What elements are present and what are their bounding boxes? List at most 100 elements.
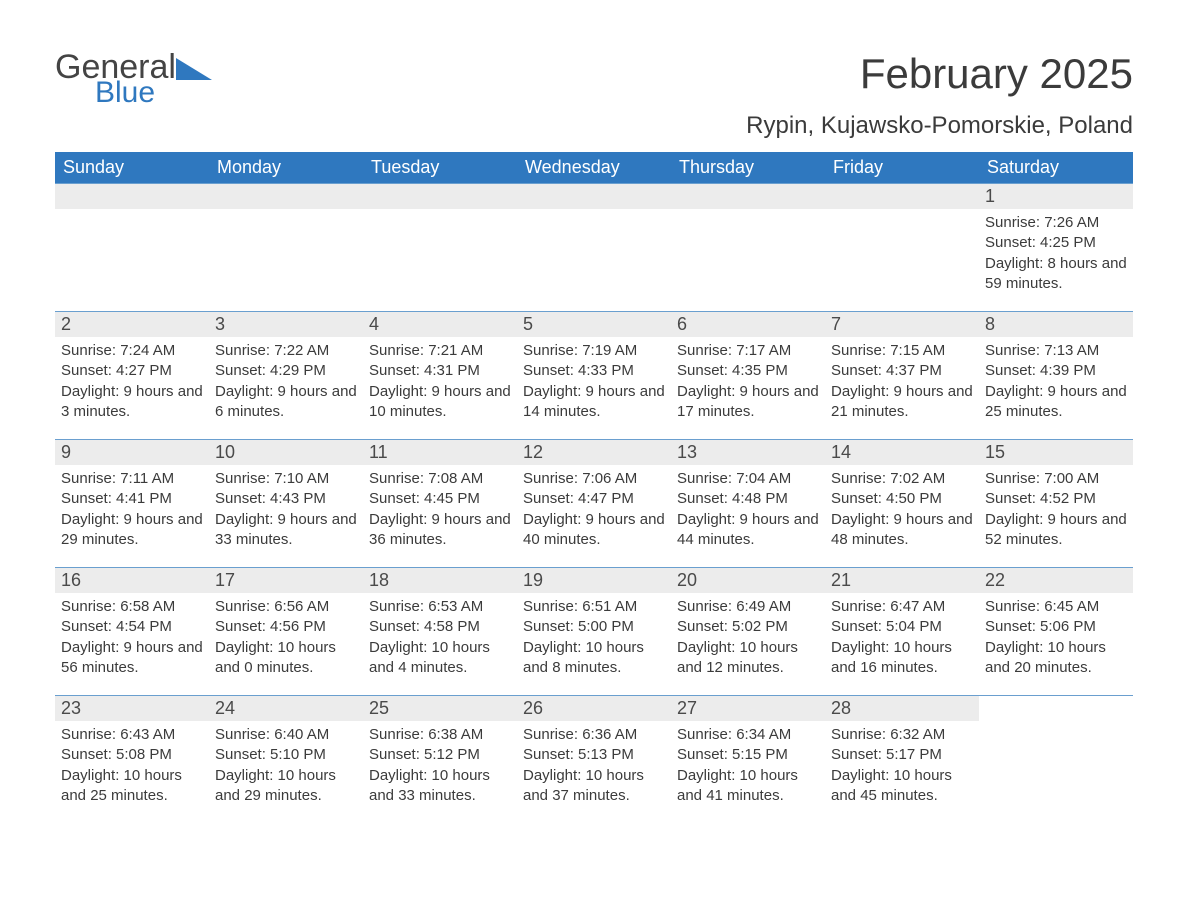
calendar-cell: 12Sunrise: 7:06 AMSunset: 4:47 PMDayligh… xyxy=(517,440,671,568)
calendar-cell: 23Sunrise: 6:43 AMSunset: 5:08 PMDayligh… xyxy=(55,696,209,824)
sunrise-text: Sunrise: 7:26 AM xyxy=(985,213,1127,233)
dayname-header: Tuesday xyxy=(363,152,517,184)
sunrise-text: Sunrise: 6:32 AM xyxy=(831,725,973,745)
sunrise-text: Sunrise: 6:43 AM xyxy=(61,725,203,745)
daylight-text: Daylight: 9 hours and 33 minutes. xyxy=(215,510,357,551)
calendar-week: 16Sunrise: 6:58 AMSunset: 4:54 PMDayligh… xyxy=(55,568,1133,696)
calendar-cell: 20Sunrise: 6:49 AMSunset: 5:02 PMDayligh… xyxy=(671,568,825,696)
day-number: 2 xyxy=(55,312,209,337)
calendar-cell: 15Sunrise: 7:00 AMSunset: 4:52 PMDayligh… xyxy=(979,440,1133,568)
daylight-text: Daylight: 9 hours and 52 minutes. xyxy=(985,510,1127,551)
daylight-text: Daylight: 9 hours and 48 minutes. xyxy=(831,510,973,551)
logo-flag-icon xyxy=(176,56,212,80)
calendar-cell xyxy=(825,184,979,312)
sunset-text: Sunset: 5:15 PM xyxy=(677,745,819,765)
daylight-text: Daylight: 9 hours and 3 minutes. xyxy=(61,382,203,423)
calendar-cell: 27Sunrise: 6:34 AMSunset: 5:15 PMDayligh… xyxy=(671,696,825,824)
day-number: 27 xyxy=(671,696,825,721)
day-details: Sunrise: 6:34 AMSunset: 5:15 PMDaylight:… xyxy=(671,721,825,812)
dayname-row: SundayMondayTuesdayWednesdayThursdayFrid… xyxy=(55,152,1133,184)
sunrise-text: Sunrise: 6:51 AM xyxy=(523,597,665,617)
sunset-text: Sunset: 4:33 PM xyxy=(523,361,665,381)
day-number: 28 xyxy=(825,696,979,721)
day-number: 14 xyxy=(825,440,979,465)
calendar-week: 9Sunrise: 7:11 AMSunset: 4:41 PMDaylight… xyxy=(55,440,1133,568)
sunrise-text: Sunrise: 7:24 AM xyxy=(61,341,203,361)
daylight-text: Daylight: 9 hours and 25 minutes. xyxy=(985,382,1127,423)
daylight-text: Daylight: 10 hours and 29 minutes. xyxy=(215,766,357,807)
day-number: 5 xyxy=(517,312,671,337)
sunrise-text: Sunrise: 7:17 AM xyxy=(677,341,819,361)
calendar-cell: 4Sunrise: 7:21 AMSunset: 4:31 PMDaylight… xyxy=(363,312,517,440)
sunset-text: Sunset: 4:35 PM xyxy=(677,361,819,381)
sunrise-text: Sunrise: 6:34 AM xyxy=(677,725,819,745)
day-number: 19 xyxy=(517,568,671,593)
day-details: Sunrise: 6:56 AMSunset: 4:56 PMDaylight:… xyxy=(209,593,363,684)
sunrise-text: Sunrise: 6:58 AM xyxy=(61,597,203,617)
daylight-text: Daylight: 9 hours and 21 minutes. xyxy=(831,382,973,423)
day-details: Sunrise: 6:40 AMSunset: 5:10 PMDaylight:… xyxy=(209,721,363,812)
day-number: 20 xyxy=(671,568,825,593)
sunrise-text: Sunrise: 7:19 AM xyxy=(523,341,665,361)
sunset-text: Sunset: 4:56 PM xyxy=(215,617,357,637)
calendar-cell: 22Sunrise: 6:45 AMSunset: 5:06 PMDayligh… xyxy=(979,568,1133,696)
calendar-cell: 26Sunrise: 6:36 AMSunset: 5:13 PMDayligh… xyxy=(517,696,671,824)
day-details: Sunrise: 7:26 AMSunset: 4:25 PMDaylight:… xyxy=(979,209,1133,300)
day-number: 16 xyxy=(55,568,209,593)
daylight-text: Daylight: 9 hours and 44 minutes. xyxy=(677,510,819,551)
sunset-text: Sunset: 5:04 PM xyxy=(831,617,973,637)
daylight-text: Daylight: 10 hours and 12 minutes. xyxy=(677,638,819,679)
day-number: 11 xyxy=(363,440,517,465)
day-number xyxy=(825,184,979,209)
sunrise-text: Sunrise: 7:13 AM xyxy=(985,341,1127,361)
sunset-text: Sunset: 4:29 PM xyxy=(215,361,357,381)
dayname-header: Thursday xyxy=(671,152,825,184)
day-details: Sunrise: 6:51 AMSunset: 5:00 PMDaylight:… xyxy=(517,593,671,684)
sunset-text: Sunset: 4:27 PM xyxy=(61,361,203,381)
day-number xyxy=(363,184,517,209)
sunrise-text: Sunrise: 7:15 AM xyxy=(831,341,973,361)
location-text: Rypin, Kujawsko-Pomorskie, Poland xyxy=(746,112,1133,140)
sunrise-text: Sunrise: 7:21 AM xyxy=(369,341,511,361)
calendar-week: 2Sunrise: 7:24 AMSunset: 4:27 PMDaylight… xyxy=(55,312,1133,440)
daylight-text: Daylight: 9 hours and 40 minutes. xyxy=(523,510,665,551)
day-details: Sunrise: 6:45 AMSunset: 5:06 PMDaylight:… xyxy=(979,593,1133,684)
day-details: Sunrise: 7:06 AMSunset: 4:47 PMDaylight:… xyxy=(517,465,671,556)
sunset-text: Sunset: 5:10 PM xyxy=(215,745,357,765)
daylight-text: Daylight: 10 hours and 41 minutes. xyxy=(677,766,819,807)
calendar-cell: 2Sunrise: 7:24 AMSunset: 4:27 PMDaylight… xyxy=(55,312,209,440)
day-details: Sunrise: 7:00 AMSunset: 4:52 PMDaylight:… xyxy=(979,465,1133,556)
day-details: Sunrise: 7:10 AMSunset: 4:43 PMDaylight:… xyxy=(209,465,363,556)
daylight-text: Daylight: 8 hours and 59 minutes. xyxy=(985,254,1127,295)
daylight-text: Daylight: 9 hours and 17 minutes. xyxy=(677,382,819,423)
sunset-text: Sunset: 4:39 PM xyxy=(985,361,1127,381)
day-details: Sunrise: 7:24 AMSunset: 4:27 PMDaylight:… xyxy=(55,337,209,428)
sunset-text: Sunset: 5:02 PM xyxy=(677,617,819,637)
daylight-text: Daylight: 10 hours and 45 minutes. xyxy=(831,766,973,807)
sunrise-text: Sunrise: 7:08 AM xyxy=(369,469,511,489)
daylight-text: Daylight: 10 hours and 37 minutes. xyxy=(523,766,665,807)
sunrise-text: Sunrise: 6:47 AM xyxy=(831,597,973,617)
day-number: 1 xyxy=(979,184,1133,209)
day-number: 13 xyxy=(671,440,825,465)
calendar-cell: 11Sunrise: 7:08 AMSunset: 4:45 PMDayligh… xyxy=(363,440,517,568)
calendar-cell: 25Sunrise: 6:38 AMSunset: 5:12 PMDayligh… xyxy=(363,696,517,824)
day-details: Sunrise: 6:38 AMSunset: 5:12 PMDaylight:… xyxy=(363,721,517,812)
day-details: Sunrise: 6:58 AMSunset: 4:54 PMDaylight:… xyxy=(55,593,209,684)
daylight-text: Daylight: 10 hours and 8 minutes. xyxy=(523,638,665,679)
day-number: 24 xyxy=(209,696,363,721)
sunset-text: Sunset: 4:45 PM xyxy=(369,489,511,509)
sunrise-text: Sunrise: 7:10 AM xyxy=(215,469,357,489)
calendar-cell: 19Sunrise: 6:51 AMSunset: 5:00 PMDayligh… xyxy=(517,568,671,696)
dayname-header: Friday xyxy=(825,152,979,184)
day-number: 8 xyxy=(979,312,1133,337)
dayname-header: Sunday xyxy=(55,152,209,184)
calendar-week: 23Sunrise: 6:43 AMSunset: 5:08 PMDayligh… xyxy=(55,696,1133,824)
sunset-text: Sunset: 5:12 PM xyxy=(369,745,511,765)
calendar-cell xyxy=(671,184,825,312)
daylight-text: Daylight: 9 hours and 56 minutes. xyxy=(61,638,203,679)
calendar-cell: 14Sunrise: 7:02 AMSunset: 4:50 PMDayligh… xyxy=(825,440,979,568)
calendar-cell: 1Sunrise: 7:26 AMSunset: 4:25 PMDaylight… xyxy=(979,184,1133,312)
day-number: 17 xyxy=(209,568,363,593)
day-details: Sunrise: 6:53 AMSunset: 4:58 PMDaylight:… xyxy=(363,593,517,684)
